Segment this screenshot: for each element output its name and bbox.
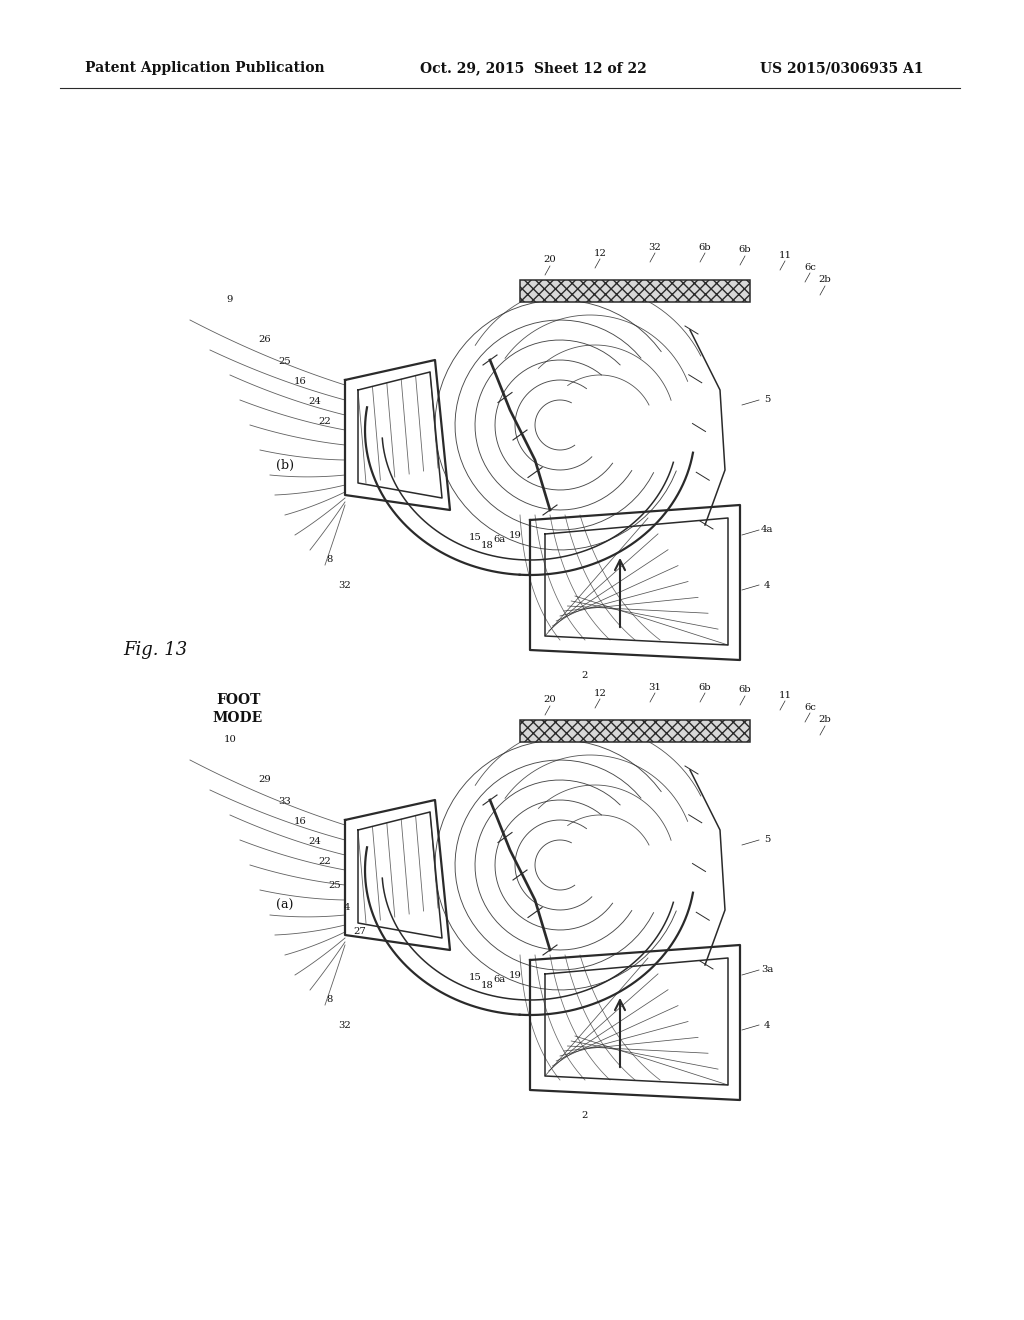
Text: 15: 15 — [469, 974, 481, 982]
Text: 24: 24 — [308, 397, 322, 407]
Text: 4: 4 — [764, 581, 770, 590]
Text: 15: 15 — [469, 533, 481, 543]
Text: 2: 2 — [582, 1110, 588, 1119]
Text: 22: 22 — [318, 858, 332, 866]
Text: 6b: 6b — [738, 685, 752, 694]
Text: MODE: MODE — [213, 711, 263, 725]
Text: 19: 19 — [509, 970, 521, 979]
Text: 25: 25 — [329, 880, 341, 890]
Bar — [520, 280, 750, 302]
Text: 12: 12 — [594, 689, 606, 697]
Text: 4: 4 — [344, 903, 350, 912]
Text: US 2015/0306935 A1: US 2015/0306935 A1 — [760, 61, 924, 75]
Text: 2b: 2b — [818, 276, 831, 285]
Bar — [520, 719, 750, 742]
Text: Fig. 13: Fig. 13 — [123, 642, 187, 659]
Text: 11: 11 — [778, 251, 792, 260]
Text: 18: 18 — [480, 540, 494, 549]
Text: 16: 16 — [294, 378, 306, 387]
Text: 27: 27 — [353, 928, 367, 936]
Text: 32: 32 — [339, 1020, 351, 1030]
Text: 10: 10 — [223, 735, 237, 744]
Text: 6a: 6a — [494, 975, 506, 985]
Text: 19: 19 — [509, 531, 521, 540]
Text: (a): (a) — [276, 899, 294, 912]
Text: 33: 33 — [279, 797, 292, 807]
Text: 8: 8 — [327, 995, 333, 1005]
Text: 29: 29 — [259, 776, 271, 784]
Text: 16: 16 — [294, 817, 306, 826]
Text: Oct. 29, 2015  Sheet 12 of 22: Oct. 29, 2015 Sheet 12 of 22 — [420, 61, 647, 75]
Text: 31: 31 — [648, 682, 662, 692]
Text: 6b: 6b — [738, 246, 752, 255]
Text: (b): (b) — [276, 458, 294, 471]
Text: 6c: 6c — [804, 263, 816, 272]
Text: 6c: 6c — [804, 702, 816, 711]
Text: 12: 12 — [594, 248, 606, 257]
Text: 32: 32 — [648, 243, 662, 252]
Text: 25: 25 — [279, 358, 292, 367]
Text: 8: 8 — [327, 556, 333, 565]
Text: 6b: 6b — [698, 243, 712, 252]
Text: 5: 5 — [764, 396, 770, 404]
Text: 4: 4 — [764, 1020, 770, 1030]
Text: 11: 11 — [778, 690, 792, 700]
Text: 26: 26 — [259, 335, 271, 345]
Text: 9: 9 — [226, 296, 233, 305]
Text: 4a: 4a — [761, 525, 773, 535]
Text: 6a: 6a — [494, 536, 506, 544]
Text: 24: 24 — [308, 837, 322, 846]
Text: 2b: 2b — [818, 715, 831, 725]
Text: 2: 2 — [582, 671, 588, 680]
Text: 22: 22 — [318, 417, 332, 426]
Text: 5: 5 — [764, 836, 770, 845]
Text: 6b: 6b — [698, 682, 712, 692]
Text: 20: 20 — [544, 696, 556, 705]
Text: FOOT: FOOT — [216, 693, 260, 708]
Text: 18: 18 — [480, 981, 494, 990]
Text: 20: 20 — [544, 256, 556, 264]
Text: 32: 32 — [339, 581, 351, 590]
Text: 3a: 3a — [761, 965, 773, 974]
Text: Patent Application Publication: Patent Application Publication — [85, 61, 325, 75]
